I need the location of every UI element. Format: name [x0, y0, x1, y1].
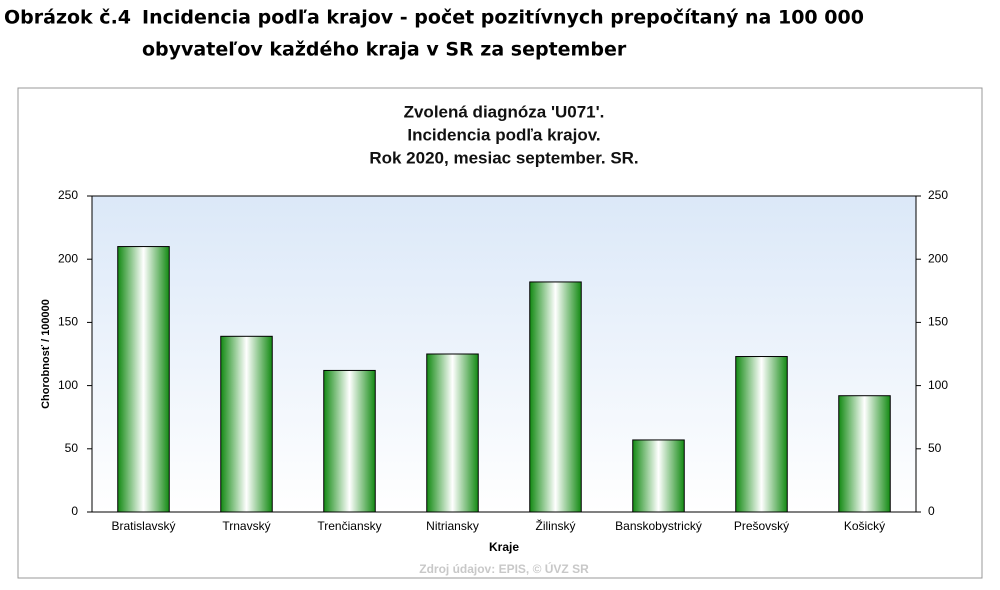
x-tick-label: Nitriansky: [426, 519, 479, 533]
bar: [632, 439, 685, 513]
x-tick-label: Trnavský: [222, 519, 270, 533]
bar: [220, 335, 273, 513]
y-tick-label: 200: [58, 251, 78, 265]
x-axis-label: Kraje: [489, 540, 519, 554]
chart-title: Incidencia podľa krajov.: [407, 125, 600, 144]
caption-line: Incidencia podľa krajov - počet pozitívn…: [142, 7, 864, 29]
source-note: Zdroj údajov: EPIS, © ÚVZ SR: [419, 561, 589, 576]
bar: [117, 246, 170, 513]
caption-line: obyvateľov každého kraja v SR za septemb…: [142, 39, 627, 61]
x-tick-label: Prešovský: [734, 519, 789, 533]
bar: [323, 369, 376, 513]
bar: [529, 281, 582, 513]
x-tick-label: Banskobystrický: [615, 519, 702, 533]
x-tick-label: Bratislavský: [111, 519, 175, 533]
y-tick-label: 250: [58, 188, 78, 202]
bar: [838, 395, 891, 513]
y2-tick-label: 200: [928, 251, 948, 265]
chart-title: Rok 2020, mesiac september. SR.: [369, 148, 638, 167]
caption-label: Obrázok č.4: [4, 7, 131, 29]
x-tick-label: Trenčiansky: [317, 519, 381, 533]
chart-title: Zvolená diagnóza 'U071'.: [404, 102, 605, 121]
y-tick-label: 100: [58, 378, 78, 392]
y-tick-label: 150: [58, 315, 78, 329]
y-axis-label: Chorobnosť / 100000: [40, 299, 52, 409]
y2-tick-label: 50: [928, 441, 942, 455]
bar: [426, 353, 479, 513]
y-tick-label: 50: [65, 441, 79, 455]
x-tick-label: Košický: [844, 519, 885, 533]
y2-tick-label: 250: [928, 188, 948, 202]
y2-tick-label: 150: [928, 315, 948, 329]
y2-tick-label: 100: [928, 378, 948, 392]
plot-area: [91, 195, 917, 513]
bar: [735, 356, 788, 513]
y-tick-label: 0: [71, 504, 78, 518]
x-tick-label: Žilinský: [535, 518, 575, 533]
y2-tick-label: 0: [928, 504, 935, 518]
